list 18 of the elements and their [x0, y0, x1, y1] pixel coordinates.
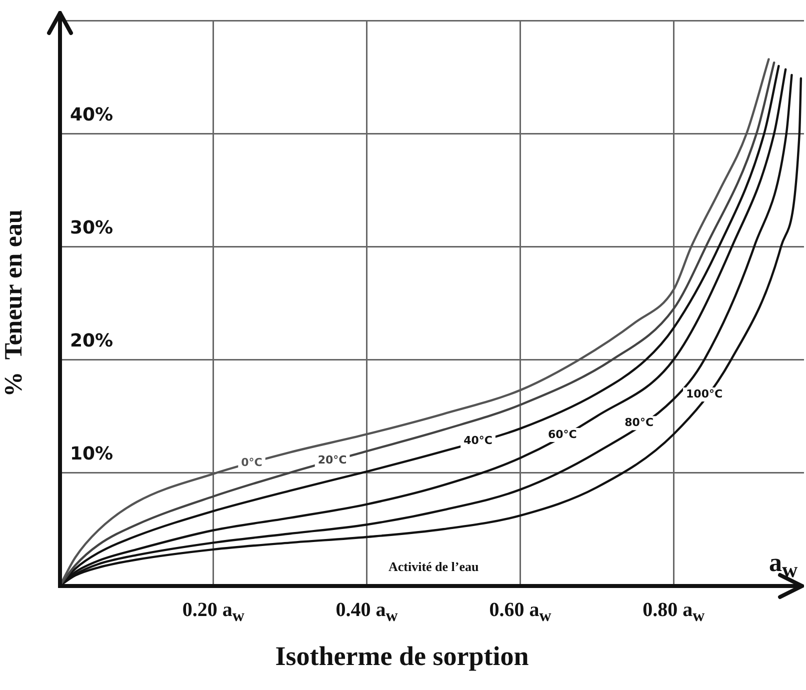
- series-label: 100°C: [686, 387, 723, 400]
- x-tick-label: 0.60 a$_{w}$: [489, 598, 552, 625]
- x-tick-label: 0.20 a$_{w}$: [182, 598, 244, 625]
- x-tick-label: 0.40 a$_{w}$: [336, 598, 398, 625]
- series-label: 80°C: [624, 416, 654, 429]
- series-label: 60°C: [548, 428, 577, 441]
- y-tick-label: 40%: [70, 104, 114, 126]
- y-tick-label: 30%: [70, 217, 114, 238]
- x-axis-title: a$_{w}$: [769, 548, 798, 582]
- series-label: 20°C: [318, 454, 347, 467]
- series-label: 0°C: [241, 456, 262, 469]
- annotation: Activité de l’eau: [388, 558, 479, 574]
- x-tick-label: 0.80 a$_{w}$: [642, 598, 705, 625]
- y-tick-label: 10%: [70, 443, 114, 464]
- y-tick-label: 20%: [70, 330, 114, 352]
- y-axis-title: % Teneur en eau: [0, 210, 28, 397]
- series-label: 40°C: [464, 434, 492, 447]
- text: Isotherme de sorption: [275, 640, 529, 671]
